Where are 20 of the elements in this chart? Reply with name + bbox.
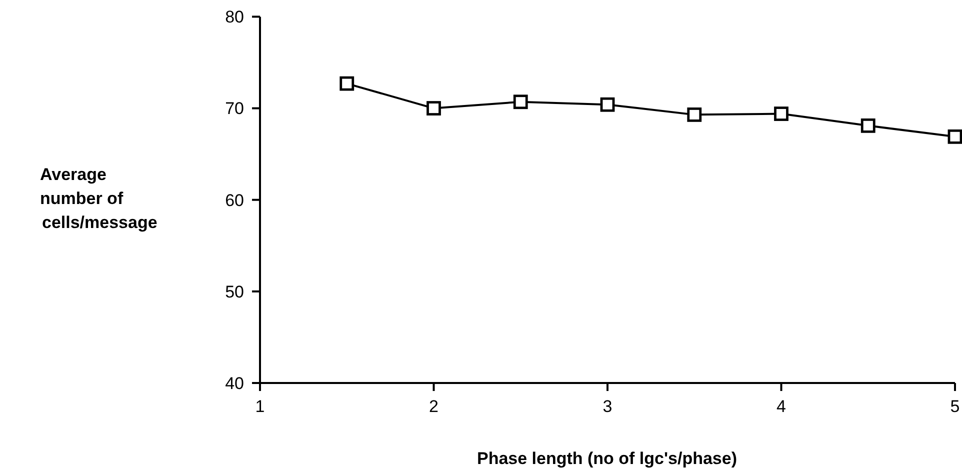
y-tick-label: 60 xyxy=(225,190,244,210)
x-tick-label: 3 xyxy=(602,397,612,416)
point xyxy=(774,106,788,121)
x-axis-title: Phase length (no of lgc's/phase) xyxy=(476,449,738,468)
x-tick-label: 1 xyxy=(255,397,265,416)
y-tick-label: 80 xyxy=(225,8,244,27)
y-axis-title: Average number of cells/message xyxy=(40,165,158,232)
point xyxy=(426,101,441,116)
x-tick-label: 5 xyxy=(950,397,960,416)
y-tick-label: 50 xyxy=(225,282,244,302)
y-tick-label: 70 xyxy=(225,99,244,118)
y-tick-label: 40 xyxy=(225,374,244,393)
point xyxy=(340,76,354,91)
point xyxy=(948,129,962,144)
x-tick-label: 4 xyxy=(776,397,786,416)
point xyxy=(600,97,615,112)
point xyxy=(687,107,702,122)
x-tick-label: 2 xyxy=(429,397,438,416)
point xyxy=(513,94,528,110)
point xyxy=(860,118,876,133)
